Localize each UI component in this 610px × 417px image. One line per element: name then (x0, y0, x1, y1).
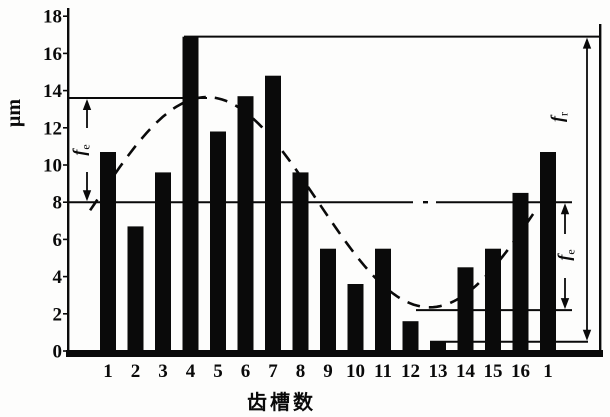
annotation-letter: f (554, 254, 574, 261)
fe-right-arrowhead-up (560, 203, 570, 215)
bar-slot-16 (512, 192, 529, 351)
bar-slot-2 (127, 226, 144, 351)
x-axis-title: 齿槽数 (247, 392, 316, 414)
annotation-fe-right: fe (554, 231, 578, 279)
annotation-subscript: e (563, 249, 578, 255)
annotation-letter: f (69, 149, 89, 156)
bar-slot-6 (237, 96, 254, 351)
bar-slot-9 (320, 248, 336, 351)
annotation-fr: fr (547, 93, 571, 141)
bar-slot-3 (155, 172, 171, 351)
annotation-subscript: r (556, 112, 571, 116)
bar-slot-10 (347, 284, 364, 351)
x-tick-label-14-13: 14 (456, 361, 476, 382)
bar-slot-11 (375, 248, 391, 351)
y-axis-unit-label: μm (3, 99, 25, 127)
x-tick-label-11-10: 11 (374, 361, 392, 382)
bar-slot-4 (182, 36, 199, 351)
x-tick-label-16-15: 16 (511, 361, 530, 382)
x-tick-label-9-8: 9 (323, 361, 333, 382)
fe-left-arrowhead-up (82, 99, 92, 111)
y-tick-label-6: 6 (53, 230, 63, 251)
annotation-letter: f (547, 116, 567, 122)
y-tick-label-12: 12 (43, 118, 62, 139)
bar-slot-15 (485, 248, 501, 351)
fr-arrowhead-up (582, 37, 592, 49)
x-tick-label-6-5: 6 (241, 361, 251, 382)
bar-slot-14 (457, 267, 474, 351)
y-tick-label-10: 10 (43, 156, 62, 177)
bar-slot-12 (402, 321, 419, 351)
y-tick-label-14: 14 (43, 81, 63, 102)
y-tick-label-4: 4 (53, 267, 63, 288)
x-tick-label-3-2: 3 (158, 361, 168, 382)
bar-slot-13 (430, 341, 446, 351)
fr-arrowhead-down (582, 329, 592, 341)
annotation-fe-left: fe (69, 126, 93, 174)
x-tick-label-12-11: 12 (401, 361, 420, 382)
x-tick-label-5-4: 5 (213, 361, 223, 382)
bar-slot-1 (540, 152, 556, 351)
fe-left-arrowhead-down (82, 190, 92, 202)
x-axis-baseline (66, 350, 603, 357)
y-tick-label-0: 0 (53, 342, 63, 363)
fe-right-arrowhead-down (560, 298, 570, 310)
plot-right-border (599, 24, 602, 355)
x-tick-label-7-6: 7 (268, 361, 278, 382)
x-tick-label-15-14: 15 (484, 361, 503, 382)
x-tick-label-4-3: 4 (186, 361, 196, 382)
bar-slot-5 (210, 131, 226, 351)
bar-slot-1 (100, 152, 116, 351)
annotation-subscript: e (78, 144, 93, 150)
x-tick-label-1-0: 1 (103, 361, 113, 382)
y-tick-label-8: 8 (53, 193, 63, 214)
x-tick-label-8-7: 8 (296, 361, 306, 382)
y-tick-label-16: 16 (43, 44, 62, 65)
x-tick-label-1-16: 1 (543, 361, 553, 382)
y-axis-line (67, 8, 70, 355)
bar-slot-7 (265, 75, 281, 351)
y-tick-label-2: 2 (53, 304, 63, 325)
bar-slot-8 (292, 172, 309, 351)
y-tick-label-18: 18 (43, 7, 62, 28)
x-tick-label-2-1: 2 (131, 361, 141, 382)
x-tick-label-10-9: 10 (346, 361, 365, 382)
x-tick-label-13-12: 13 (429, 361, 448, 382)
